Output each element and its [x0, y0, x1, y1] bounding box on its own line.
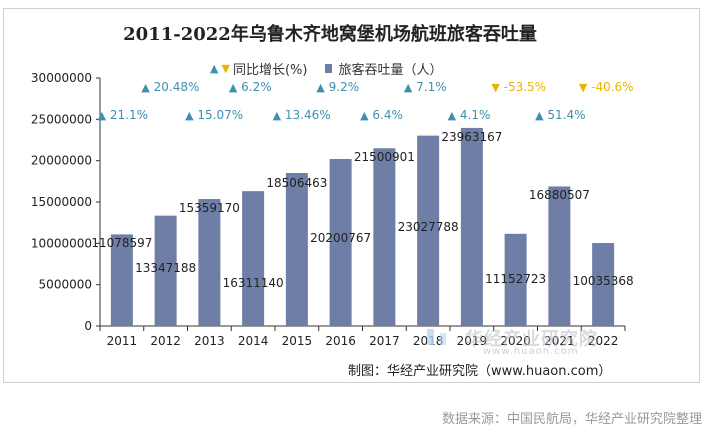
- bar-value-label: 21500901: [354, 150, 415, 164]
- growth-up-icon: ▲: [185, 109, 194, 122]
- growth-label: -40.6%: [591, 80, 633, 94]
- x-tick-label: 2012: [150, 334, 181, 348]
- watermark-logo-icon-2: [440, 333, 446, 345]
- bar-value-label: 16880507: [529, 188, 590, 202]
- growth-up-icon: ▲: [448, 109, 457, 122]
- x-tick-label: 2019: [457, 334, 488, 348]
- growth-up-icon: ▲: [273, 109, 282, 122]
- y-tick-label: 30000000: [31, 71, 92, 85]
- x-tick-label: 2021: [544, 334, 575, 348]
- bar: [548, 186, 571, 326]
- bar-value-label: 23027788: [398, 220, 459, 234]
- growth-label: 15.07%: [197, 108, 243, 122]
- growth-up-icon: ▲: [98, 109, 107, 122]
- watermark-logo-icon: [427, 329, 434, 345]
- growth-up-icon: ▲: [316, 81, 325, 94]
- growth-label: 20.48%: [154, 80, 200, 94]
- bar-value-label: 13347188: [135, 261, 196, 275]
- watermark-text: 华经产业研究院: [465, 329, 598, 350]
- x-tick-label: 2014: [238, 334, 269, 348]
- bar: [285, 173, 308, 326]
- bar: [198, 199, 221, 326]
- bar: [417, 135, 440, 326]
- data-source: 数据来源：中国民航局，华经产业研究院整理: [441, 412, 702, 427]
- growth-up-icon: ▲: [141, 81, 150, 94]
- up-triangle-icon: ▲: [210, 62, 219, 75]
- growth-up-icon: ▲: [360, 109, 369, 122]
- chart-legend: ▲ ▼ 同比增长(%) 旅客吞吐量（人）: [210, 59, 442, 78]
- growth-up-icon: ▲: [404, 81, 413, 94]
- bar: [242, 191, 265, 326]
- bar-value-label: 18506463: [266, 176, 327, 190]
- bar: [154, 215, 177, 326]
- bar-swatch-icon: [325, 64, 333, 73]
- bar: [460, 127, 483, 327]
- bar-value-label: 15359170: [179, 201, 240, 215]
- bar-value-label: 23963167: [441, 130, 502, 144]
- y-tick-label: 10000000: [31, 236, 92, 250]
- y-tick-label: 0: [84, 319, 92, 333]
- legend-volume: 旅客吞吐量（人）: [325, 59, 442, 78]
- x-tick-label: 2020: [500, 334, 531, 348]
- bar: [110, 234, 133, 326]
- bar-value-label: 11152723: [485, 272, 546, 286]
- legend-growth-label: 同比增长(%): [232, 63, 308, 78]
- bar: [592, 243, 615, 326]
- y-tick-label: 5000000: [39, 278, 92, 292]
- growth-label: 13.46%: [285, 108, 331, 122]
- x-tick-label: 2015: [282, 334, 313, 348]
- legend-growth: ▲ ▼ 同比增长(%): [210, 59, 307, 78]
- chart-credit: 制图：华经产业研究院（www.huaon.com）: [348, 364, 612, 379]
- bar: [373, 148, 396, 326]
- y-tick-label: 20000000: [31, 154, 92, 168]
- x-tick-label: 2013: [194, 334, 225, 348]
- growth-down-icon: ▼: [491, 81, 500, 94]
- y-tick-label: 25000000: [31, 112, 92, 126]
- growth-up-icon: ▲: [535, 109, 544, 122]
- y-tick-label: 15000000: [31, 195, 92, 209]
- x-tick-label: 2022: [588, 334, 619, 348]
- growth-up-icon: ▲: [229, 81, 238, 94]
- growth-label: 9.2%: [329, 80, 360, 94]
- growth-label: 21.1%: [110, 108, 148, 122]
- x-tick-label: 2016: [325, 334, 356, 348]
- x-tick-label: 2011: [107, 334, 138, 348]
- growth-label: -53.5%: [504, 80, 546, 94]
- bar: [504, 233, 527, 326]
- bar-value-label: 20200767: [310, 231, 371, 245]
- down-triangle-icon: ▼: [221, 62, 230, 75]
- x-tick-label: 2017: [369, 334, 400, 348]
- chart-title: 2011-2022年乌鲁木齐地窝堡机场航班旅客吞吐量: [123, 24, 537, 45]
- legend-volume-label: 旅客吞吐量（人）: [338, 63, 443, 78]
- growth-label: 4.1%: [460, 108, 491, 122]
- bar: [329, 159, 352, 326]
- bar-value-label: 10035368: [573, 274, 634, 288]
- growth-label: 6.2%: [241, 80, 272, 94]
- bar-value-label: 16311140: [223, 276, 284, 290]
- growth-label: 51.4%: [547, 108, 585, 122]
- growth-label: 7.1%: [416, 80, 447, 94]
- growth-label: 6.4%: [372, 108, 403, 122]
- bar-value-label: 11078597: [91, 236, 152, 250]
- watermark-url: www.huaon.com: [483, 346, 579, 357]
- growth-down-icon: ▼: [579, 81, 588, 94]
